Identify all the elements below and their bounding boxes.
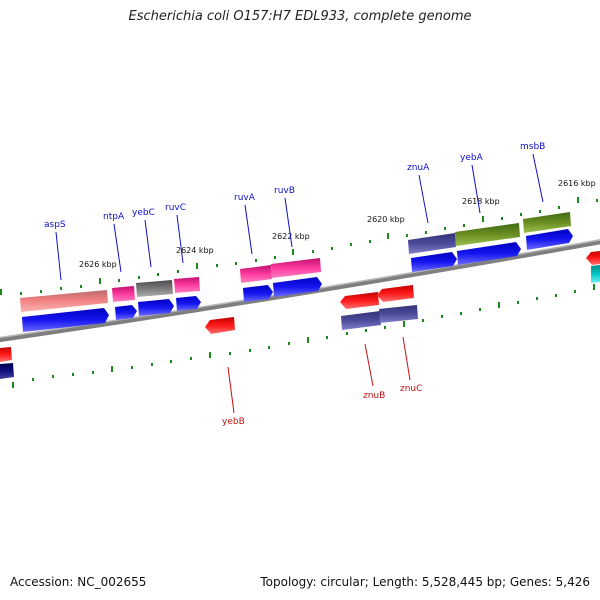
upper-tick-ring xyxy=(0,197,598,295)
cds-arrow-ruvC[interactable] xyxy=(176,296,201,311)
cds-arrow-znuB[interactable] xyxy=(340,292,379,309)
genome-title: Escherichia coli O157:H7 EDL933, complet… xyxy=(128,9,472,24)
gene-label-znuA[interactable]: znuA xyxy=(407,163,430,173)
cds-arrow-ruvA[interactable] xyxy=(243,285,273,302)
top-strand-cds-arrows xyxy=(22,229,600,332)
gene-label-yebB[interactable]: yebB xyxy=(222,417,245,427)
lower-tick-ring xyxy=(12,284,595,388)
cds-arrow-znuC[interactable] xyxy=(377,285,414,302)
kbp-label-2620: 2620 kbp xyxy=(367,215,405,224)
gene-label-yebA[interactable]: yebA xyxy=(460,153,484,163)
gene-box-yebC[interactable] xyxy=(136,280,173,297)
gene-box-edge-left[interactable] xyxy=(0,363,14,379)
gene-label-ruvC[interactable]: ruvC xyxy=(165,203,186,213)
cds-arrow-yebB[interactable] xyxy=(205,317,235,334)
kbp-label-2618: 2618 kbp xyxy=(462,197,500,206)
gene-box-znuC[interactable] xyxy=(379,305,418,323)
gene-box-znuB[interactable] xyxy=(341,311,381,330)
gene-box-znuA[interactable] xyxy=(408,233,456,254)
gene-label-znuB[interactable]: znuB xyxy=(363,391,385,401)
gene-box-ruvA[interactable] xyxy=(240,265,272,283)
gene-box-msbB[interactable] xyxy=(523,212,571,233)
gene-label-yebC[interactable]: yebC xyxy=(132,208,155,218)
kbp-label-2616: 2616 kbp xyxy=(558,179,596,188)
gene-box-ruvC[interactable] xyxy=(174,277,200,293)
bottom-gene-labels: yebB znuB znuC xyxy=(222,384,422,427)
cds-arrow-ruvB[interactable] xyxy=(273,277,322,297)
kbp-label-2626: 2626 kbp xyxy=(79,260,117,269)
bottom-strand-cds-arrows xyxy=(0,251,600,362)
gene-box-ntpA[interactable] xyxy=(112,286,135,302)
cds-arrow-aspS[interactable] xyxy=(22,308,109,332)
bottom-strand-gene-boxes xyxy=(0,305,418,379)
top-label-leaders xyxy=(55,153,544,281)
cds-arrow-ntpA[interactable] xyxy=(115,305,137,320)
gene-label-ruvA[interactable]: ruvA xyxy=(234,193,256,203)
genome-summary-text: Topology: circular; Length: 5,528,445 bp… xyxy=(260,575,590,589)
bottom-label-leaders xyxy=(227,336,411,414)
top-strand-gene-boxes xyxy=(20,212,571,312)
gene-label-znuC[interactable]: znuC xyxy=(400,384,422,394)
kbp-label-2624: 2624 kbp xyxy=(176,246,214,255)
gene-box-ruvB[interactable] xyxy=(271,258,321,278)
gene-box-yebA[interactable] xyxy=(455,223,520,246)
gene-label-ntpA[interactable]: ntpA xyxy=(103,212,125,222)
top-gene-labels: aspS ntpA yebC ruvC ruvA ruvB znuA yebA … xyxy=(44,142,545,230)
cds-arrow-znuA[interactable] xyxy=(411,252,457,272)
cds-arrow-yebA[interactable] xyxy=(457,242,521,265)
cds-arrow-msbB[interactable] xyxy=(526,229,573,250)
cds-arrow-edge-right[interactable] xyxy=(591,265,600,283)
gene-label-ruvB[interactable]: ruvB xyxy=(274,186,295,196)
cds-arrow-edge-right-red[interactable] xyxy=(586,251,600,265)
gene-box-aspS[interactable] xyxy=(20,290,108,312)
cds-arrow-yebC[interactable] xyxy=(138,299,174,316)
gene-label-aspS[interactable]: aspS xyxy=(44,220,66,230)
gene-label-msbB[interactable]: msbB xyxy=(520,142,545,152)
accession-text: Accession: NC_002655 xyxy=(10,575,147,589)
cds-arrow-edge-left[interactable] xyxy=(0,347,12,362)
